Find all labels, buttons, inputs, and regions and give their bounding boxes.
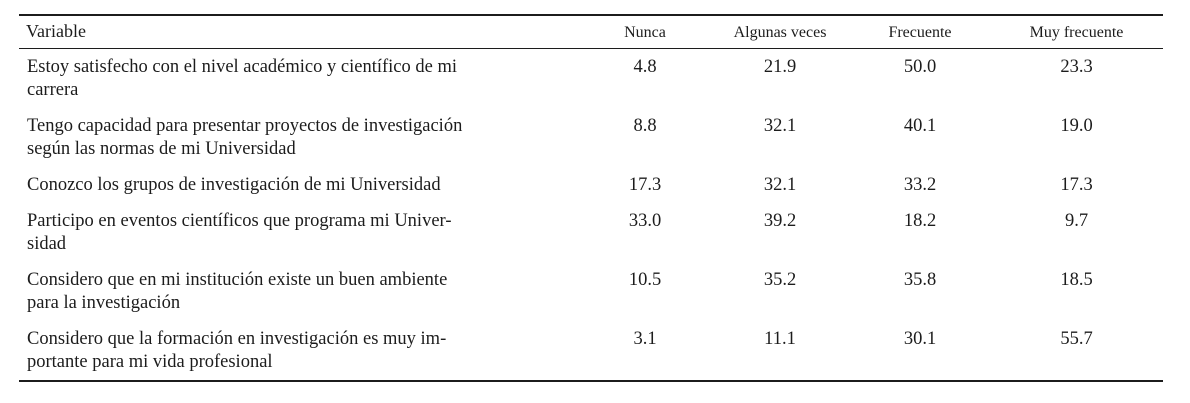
table-row: Conozco los grupos de investigación de m…: [19, 167, 1163, 203]
value-cell: 35.8: [903, 270, 937, 290]
header-row: Variable Nunca Algunas veces Frecuente M…: [19, 15, 1163, 49]
frequency-table: Variable Nunca Algunas veces Frecuente M…: [19, 14, 1163, 382]
table-row: Tengo capacidad para presentar proyectos…: [19, 108, 1163, 167]
value-cell: 23.3: [1060, 57, 1093, 77]
value-cell: 32.1: [763, 116, 797, 136]
variable-text-line: Considero que la formación en investigac…: [27, 329, 447, 349]
variable-cell: Conozco los grupos de investigación de m…: [19, 167, 580, 203]
value-cell: 3.1: [633, 329, 657, 349]
variable-text-line: Conozco los grupos de investigación de m…: [27, 175, 441, 195]
variable-text-line: Tengo capacidad para presentar proyectos…: [27, 116, 463, 136]
value-cell: 19.0: [1060, 116, 1093, 136]
value-cell: 21.9: [763, 57, 797, 77]
value-cell: 18.2: [903, 211, 937, 231]
value-cell: 8.8: [633, 116, 657, 136]
col-header-frecuente: Frecuente: [850, 15, 990, 49]
variable-text-line: según las normas de mi Universidad: [27, 139, 296, 159]
variable-cell: Tengo capacidad para presentar proyectos…: [19, 108, 580, 167]
value-cell: 32.1: [763, 175, 797, 195]
variable-cell: Participo en eventos científicos que pro…: [19, 203, 580, 262]
col-header-variable: Variable: [19, 15, 580, 49]
variable-text-line: Estoy satisfecho con el nivel académico …: [27, 57, 457, 77]
variable-text-line: Considero que en mi institución existe u…: [27, 270, 448, 290]
value-cell: 10.5: [628, 270, 662, 290]
value-cell: 35.2: [763, 270, 797, 290]
value-cell: 30.1: [903, 329, 937, 349]
value-cell: 11.1: [764, 329, 796, 349]
variable-text-line: para la investigación: [27, 293, 181, 313]
value-cell: 40.1: [903, 116, 937, 136]
variable-cell: Estoy satisfecho con el nivel académico …: [19, 49, 580, 109]
value-cell: 17.3: [628, 175, 662, 195]
value-cell: 4.8: [633, 57, 657, 77]
col-header-algunas-veces: Algunas veces: [710, 15, 850, 49]
variable-text-line: Participo en eventos científicos que pro…: [27, 211, 452, 231]
value-cell: 50.0: [903, 57, 937, 77]
table-row: Estoy satisfecho con el nivel académico …: [19, 49, 1163, 109]
variable-cell: Considero que la formación en investigac…: [19, 321, 580, 381]
value-cell: 33.0: [628, 211, 662, 231]
variable-text-line: portante para mi vida profesional: [27, 352, 273, 372]
col-header-muy-frecuente: Muy frecuente: [990, 15, 1163, 49]
value-cell: 33.2: [903, 175, 937, 195]
variable-text-line: sidad: [27, 234, 67, 254]
table-row: Considero que la formación en investigac…: [19, 321, 1163, 381]
table-row: Considero que en mi institución existe u…: [19, 262, 1163, 321]
table-row: Participo en eventos científicos que pro…: [19, 203, 1163, 262]
col-header-nunca: Nunca: [580, 15, 710, 49]
value-cell: 55.7: [1060, 329, 1093, 349]
value-cell: 18.5: [1060, 270, 1093, 290]
value-cell: 9.7: [1064, 211, 1089, 231]
value-cell: 17.3: [1060, 175, 1093, 195]
value-cell: 39.2: [763, 211, 797, 231]
variable-text-line: carrera: [27, 80, 79, 100]
variable-cell: Considero que en mi institución existe u…: [19, 262, 580, 321]
